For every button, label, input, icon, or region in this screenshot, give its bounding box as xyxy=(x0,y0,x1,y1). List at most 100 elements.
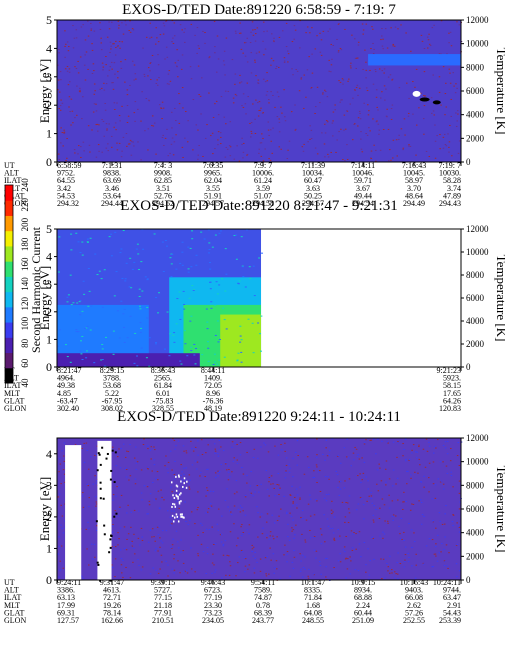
noise-speck xyxy=(110,61,113,63)
noise-speck xyxy=(129,139,132,141)
noise-speck xyxy=(111,546,113,548)
table-row-label: UT xyxy=(4,578,15,587)
table-cell: 62.04 xyxy=(204,176,222,185)
noise-speck xyxy=(172,538,174,540)
noise-speck xyxy=(227,90,230,92)
noise-speck xyxy=(82,141,85,143)
noise-speck xyxy=(193,343,196,345)
noise-speck xyxy=(120,300,123,302)
noise-speck xyxy=(237,508,240,510)
table-cell: 4613. xyxy=(103,586,121,595)
noise-speck xyxy=(173,22,176,24)
noise-speck xyxy=(238,160,241,162)
noise-speck xyxy=(165,245,168,247)
noise-speck xyxy=(266,91,269,93)
noise-speck xyxy=(125,476,128,478)
noise-speck xyxy=(93,30,96,32)
noise-speck xyxy=(81,254,84,256)
white-speck xyxy=(182,516,184,519)
noise-speck xyxy=(372,519,375,521)
dark-speck xyxy=(99,487,102,490)
noise-speck xyxy=(372,537,375,539)
noise-speck xyxy=(244,494,247,496)
noise-speck xyxy=(258,109,260,111)
noise-speck xyxy=(93,543,96,545)
noise-speck xyxy=(64,30,66,32)
noise-speck xyxy=(295,128,297,130)
noise-speck xyxy=(297,454,299,456)
noise-speck xyxy=(429,45,432,47)
noise-speck xyxy=(250,31,252,33)
noise-speck xyxy=(432,74,434,76)
noise-speck xyxy=(229,476,231,478)
noise-speck xyxy=(214,103,216,105)
noise-speck xyxy=(247,318,250,320)
table-cell: 17.65 xyxy=(443,389,461,398)
noise-speck xyxy=(130,154,133,156)
white-speck xyxy=(175,494,177,497)
table-cell: 48.19 xyxy=(204,404,222,413)
noise-speck xyxy=(425,438,428,440)
noise-speck xyxy=(456,110,459,112)
noise-speck xyxy=(95,505,97,507)
noise-speck xyxy=(410,477,412,479)
noise-speck xyxy=(446,565,448,567)
white-speck xyxy=(172,494,174,497)
noise-speck xyxy=(62,455,65,457)
noise-speck xyxy=(445,544,448,546)
noise-speck xyxy=(130,141,133,143)
noise-speck xyxy=(302,566,305,568)
noise-speck xyxy=(442,147,445,149)
noise-speck xyxy=(232,97,235,99)
noise-speck xyxy=(452,514,454,516)
noise-speck xyxy=(433,452,435,454)
noise-speck xyxy=(265,470,267,472)
noise-speck xyxy=(178,103,181,105)
noise-speck xyxy=(81,359,84,361)
noise-speck xyxy=(162,271,165,273)
noise-speck xyxy=(241,143,243,145)
noise-speck xyxy=(268,538,271,540)
noise-speck xyxy=(391,572,393,574)
noise-speck xyxy=(271,152,274,154)
noise-speck xyxy=(130,526,132,528)
noise-speck xyxy=(217,144,219,146)
noise-speck xyxy=(119,508,121,510)
noise-speck xyxy=(445,465,448,467)
noise-speck xyxy=(306,26,309,28)
noise-speck xyxy=(346,568,349,570)
noise-speck xyxy=(169,524,172,526)
noise-speck xyxy=(331,500,333,502)
noise-speck xyxy=(77,241,80,243)
noise-speck xyxy=(403,531,405,533)
noise-speck xyxy=(341,501,344,503)
noise-speck xyxy=(106,129,108,131)
noise-speck xyxy=(372,83,375,85)
noise-speck xyxy=(226,148,229,150)
noise-speck xyxy=(166,510,169,512)
noise-speck xyxy=(211,246,214,248)
noise-speck xyxy=(308,56,310,58)
noise-speck xyxy=(182,445,185,447)
noise-speck xyxy=(79,56,82,58)
noise-speck xyxy=(216,320,219,322)
noise-speck xyxy=(251,21,254,23)
noise-speck xyxy=(95,103,97,105)
noise-speck xyxy=(326,557,328,559)
noise-speck xyxy=(390,159,392,161)
noise-speck xyxy=(103,269,106,271)
table-row-label: GLAT xyxy=(4,608,25,617)
noise-speck xyxy=(324,475,327,477)
table-cell: 49.38 xyxy=(57,381,75,390)
noise-speck xyxy=(441,543,443,545)
noise-speck xyxy=(229,155,232,157)
noise-speck xyxy=(332,44,335,46)
noise-speck xyxy=(266,488,269,490)
noise-speck xyxy=(391,78,394,80)
noise-speck xyxy=(124,467,127,469)
noise-speck xyxy=(149,529,152,531)
noise-speck xyxy=(63,129,65,131)
dark-speck xyxy=(114,451,117,454)
noise-speck xyxy=(201,354,204,356)
white-speck xyxy=(185,486,188,489)
